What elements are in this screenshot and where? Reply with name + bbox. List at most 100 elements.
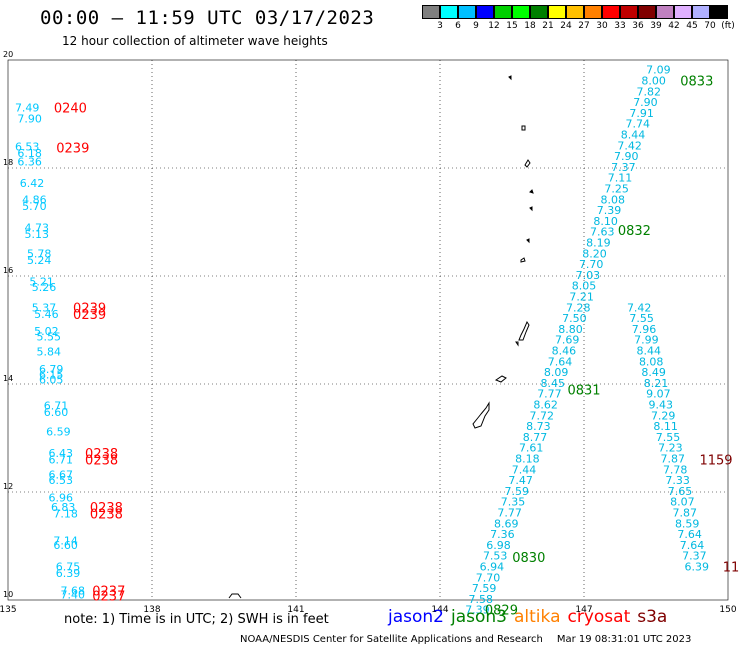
satellite-s3a: s3a bbox=[637, 607, 668, 627]
swh-value: 7.70 bbox=[476, 571, 501, 584]
axis-ticks: 135 138 141 144 147 150 20 18 16 14 12 10 bbox=[0, 50, 737, 615]
swh-value: 8.21 bbox=[644, 377, 669, 390]
swh-value: 8.77 bbox=[523, 431, 548, 444]
swh-value: 5.21 bbox=[29, 275, 54, 288]
swh-value: 7.90 bbox=[17, 112, 42, 125]
swh-value: 7.99 bbox=[634, 334, 659, 347]
swh-value: 8.08 bbox=[601, 193, 626, 206]
colorbar-swatch bbox=[638, 5, 656, 19]
swh-value: 8.00 bbox=[641, 75, 666, 88]
swh-value: 5.70 bbox=[22, 200, 47, 213]
satellite-cryosat: cryosat bbox=[567, 607, 631, 627]
pass-time-label: 0833 bbox=[680, 75, 713, 90]
swh-value: 7.35 bbox=[501, 496, 526, 509]
swh-value: 5.84 bbox=[37, 346, 62, 359]
swh-value: 7.87 bbox=[673, 507, 698, 520]
swh-value: 7.74 bbox=[626, 118, 651, 131]
swh-value: 4.86 bbox=[22, 193, 47, 206]
swh-value: 6.71 bbox=[44, 400, 69, 413]
swh-value: 7.63 bbox=[590, 226, 615, 239]
pass-time-label: 0239 bbox=[73, 301, 106, 316]
colorbar-label: 27 bbox=[578, 21, 590, 31]
swh-value: 6.83 bbox=[51, 501, 76, 514]
swh-value: 9.43 bbox=[649, 399, 674, 412]
lat-tick-label: 10 bbox=[3, 590, 13, 599]
swh-value: 7.72 bbox=[530, 409, 555, 422]
swh-value: 8.73 bbox=[526, 420, 551, 433]
swh-value: 7.65 bbox=[668, 485, 693, 498]
swh-value: 6.39 bbox=[685, 561, 710, 574]
island-rota bbox=[494, 375, 507, 383]
swh-value: 7.09 bbox=[646, 64, 671, 77]
swh-value: 6.05 bbox=[39, 374, 64, 387]
colorbar-label: 36 bbox=[632, 21, 644, 31]
colorbar-swatch bbox=[458, 5, 476, 19]
credit-org: NOAA/NESDIS Center for Satellite Applica… bbox=[240, 634, 543, 645]
colorbar-label: 15 bbox=[506, 21, 518, 31]
credit-timestamp: Mar 19 08:31:01 UTC 2023 bbox=[556, 634, 692, 645]
swh-value: 7.23 bbox=[658, 442, 683, 455]
swh-value: 6.42 bbox=[20, 177, 45, 190]
satellite-jason3: jason3 bbox=[451, 607, 507, 627]
swh-value: 5.26 bbox=[32, 281, 57, 294]
colorbar-label: 9 bbox=[473, 21, 479, 31]
colorbar-swatch bbox=[620, 5, 638, 19]
pass-time-label: 0238 bbox=[90, 501, 123, 516]
swh-value: 8.09 bbox=[544, 366, 569, 379]
swh-value: 7.37 bbox=[611, 161, 636, 174]
swh-value: 8.69 bbox=[494, 517, 519, 530]
swh-value: 6.43 bbox=[49, 447, 74, 460]
pass-time-label: 0238 bbox=[85, 454, 118, 469]
swh-value: 6.15 bbox=[39, 368, 64, 381]
swh-value: 7.49 bbox=[15, 102, 40, 115]
swh-value: 7.47 bbox=[508, 474, 533, 487]
colorbar-swatch bbox=[692, 5, 710, 19]
island-pagan bbox=[524, 159, 531, 168]
track-cryosat: 7.497.906.536.186.366.424.865.704.735.13… bbox=[15, 102, 125, 605]
swh-value: 5.78 bbox=[27, 247, 52, 260]
colorbar-swatch bbox=[422, 5, 440, 19]
swh-value: 7.29 bbox=[651, 409, 676, 422]
swh-value: 8.80 bbox=[558, 323, 583, 336]
swh-value: 7.42 bbox=[617, 139, 642, 152]
satellite-legend: jason2 jason3 altika cryosat s3a bbox=[388, 607, 674, 627]
swh-value: 6.60 bbox=[53, 539, 78, 552]
colorbar-swatch bbox=[566, 5, 584, 19]
swh-value: 7.70 bbox=[579, 258, 604, 271]
page-title: 00:00 – 11:59 UTC 03/17/2023 bbox=[40, 7, 375, 29]
colorbar-label: 6 bbox=[455, 21, 461, 31]
swh-value: 7.82 bbox=[637, 85, 662, 98]
swh-value: 6.94 bbox=[480, 561, 505, 574]
colorbar-swatch bbox=[584, 5, 602, 19]
lon-tick-label: 141 bbox=[287, 605, 304, 615]
swh-value: 8.44 bbox=[637, 345, 662, 358]
pass-time-label: 0239 bbox=[56, 141, 89, 156]
track-jason3-b: 7.427.557.967.998.448.088.498.219.079.43… bbox=[627, 301, 740, 575]
colorbar-label: 30 bbox=[596, 21, 608, 31]
lat-tick-label: 12 bbox=[3, 482, 13, 491]
swh-value: 5.02 bbox=[34, 325, 59, 338]
page-subtitle: 12 hour collection of altimeter wave hei… bbox=[62, 34, 328, 48]
colorbar-swatch bbox=[674, 5, 692, 19]
swh-value: 8.10 bbox=[593, 215, 618, 228]
footnote: note: 1) Time is in UTC; 2) SWH is in fe… bbox=[64, 612, 329, 627]
pass-time-label: 0237 bbox=[92, 584, 125, 599]
altimeter-tracks: 7.098.007.827.907.917.748.447.427.907.37… bbox=[15, 64, 740, 619]
pass-time-label: 0239 bbox=[73, 308, 106, 323]
swh-value: 6.96 bbox=[49, 491, 74, 504]
swh-value: 5.24 bbox=[27, 254, 52, 267]
lat-tick-label: 18 bbox=[3, 158, 13, 167]
swh-value: 7.77 bbox=[497, 507, 522, 520]
island-guguan bbox=[529, 206, 533, 212]
satellite-altika: altika bbox=[514, 607, 561, 627]
swh-value: 7.68 bbox=[61, 584, 86, 597]
swh-value: 7.87 bbox=[661, 453, 686, 466]
pass-time-label: 0238 bbox=[85, 447, 118, 462]
swh-value: 7.90 bbox=[633, 96, 658, 109]
swh-value: 7.78 bbox=[663, 463, 688, 476]
colorbar-label: (ft) bbox=[721, 21, 735, 31]
swh-value: 6.67 bbox=[49, 469, 74, 482]
colorbar-label: 24 bbox=[560, 21, 572, 31]
lon-tick-label: 138 bbox=[143, 605, 160, 615]
